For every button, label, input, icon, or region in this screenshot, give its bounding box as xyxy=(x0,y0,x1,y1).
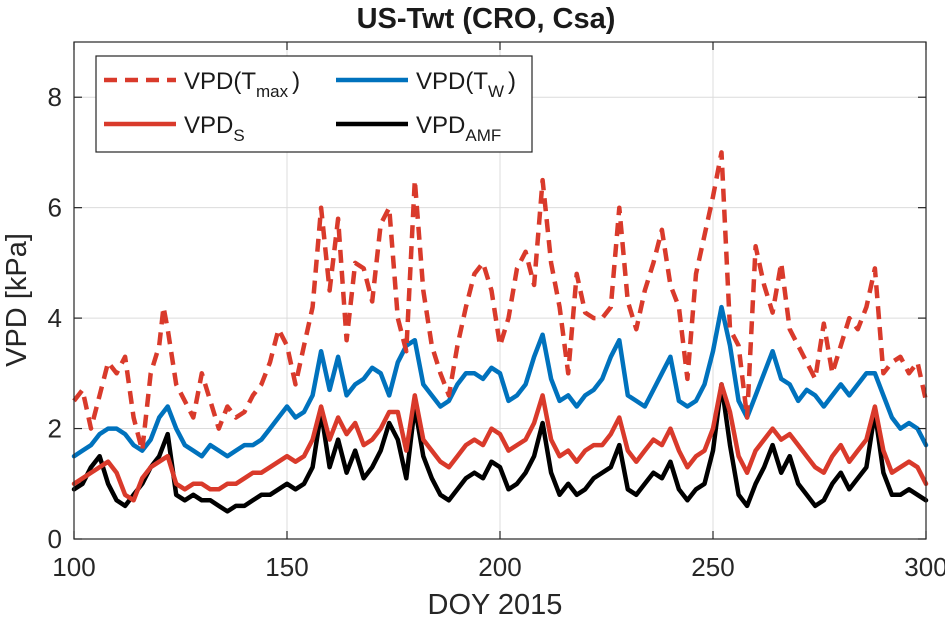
series-line-1 xyxy=(71,304,929,459)
legend-box xyxy=(95,55,533,153)
legend-label-1: VPD(TW) xyxy=(416,68,516,101)
legend-label-0: VPD(Tmax) xyxy=(184,68,300,101)
x-tick-label: 300 xyxy=(904,552,945,582)
x-tick-label: 150 xyxy=(265,552,308,582)
legend: VPD(Tmax) VPD(TW) VPDS VPDAMF xyxy=(95,55,533,153)
y-tick-label: 0 xyxy=(48,524,62,554)
y-tick-label: 6 xyxy=(48,193,62,223)
chart-title: US-Twt (CRO, Csa) xyxy=(357,3,616,35)
x-tick-label: 100 xyxy=(52,552,95,582)
series-line-0 xyxy=(72,150,929,453)
series-lines xyxy=(71,150,929,514)
y-tick-label: 8 xyxy=(48,82,62,112)
x-axis-label: DOY 2015 xyxy=(428,589,563,621)
series-line-2 xyxy=(71,382,929,503)
x-tick-label: 250 xyxy=(691,552,734,582)
y-axis-label: VPD [kPa] xyxy=(1,233,33,367)
series-line-3 xyxy=(71,382,929,514)
legend-label-3: VPDAMF xyxy=(416,112,501,145)
legend-label-2: VPDS xyxy=(184,112,245,145)
y-tick-label: 4 xyxy=(48,303,62,333)
axis-ticks: 100 150 200 250 300 0 2 4 6 8 xyxy=(48,42,945,582)
y-tick-label: 2 xyxy=(48,414,62,444)
x-tick-label: 200 xyxy=(478,552,521,582)
